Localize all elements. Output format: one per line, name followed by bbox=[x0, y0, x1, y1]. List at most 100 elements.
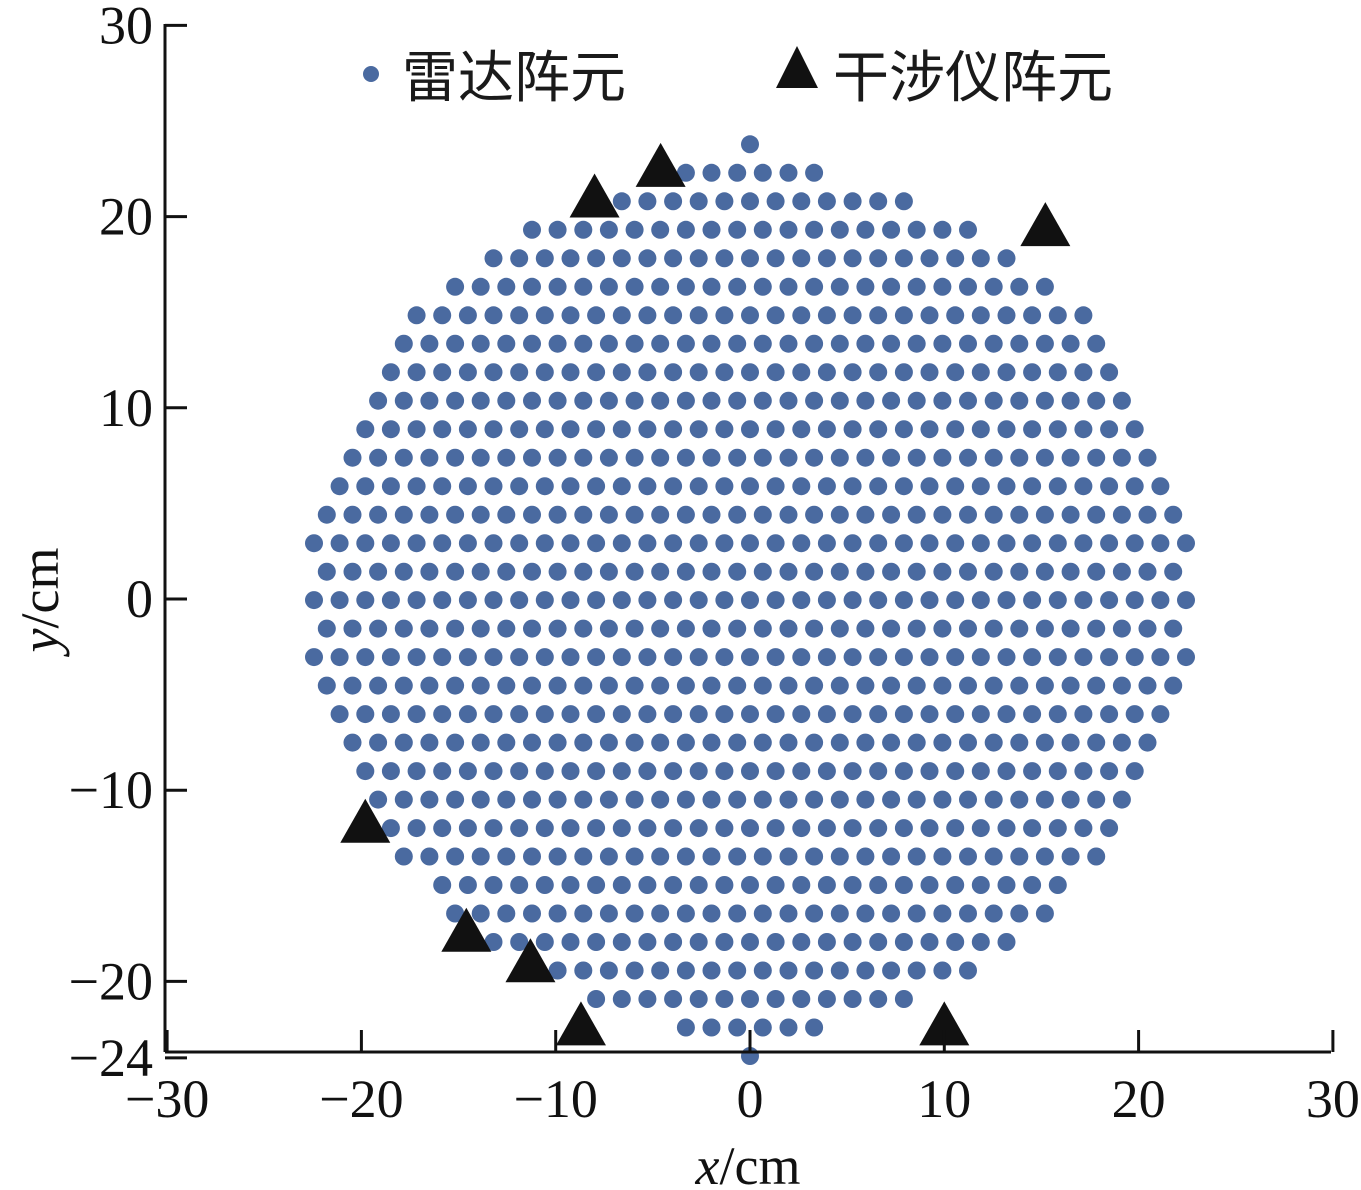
radar-element-point bbox=[458, 591, 477, 610]
radar-element-point bbox=[548, 904, 567, 923]
radar-element-point bbox=[817, 306, 836, 325]
radar-element-point bbox=[984, 505, 1003, 524]
radar-element-point bbox=[856, 334, 875, 353]
radar-element-point bbox=[1010, 334, 1029, 353]
radar-element-point bbox=[1177, 534, 1195, 553]
radar-element-point bbox=[484, 306, 503, 325]
radar-element-point bbox=[728, 391, 747, 410]
radar-element-point bbox=[1112, 676, 1131, 695]
radar-element-point bbox=[664, 534, 683, 553]
radar-element-point bbox=[715, 192, 734, 211]
radar-element-point bbox=[1125, 477, 1144, 496]
radar-element-point bbox=[638, 762, 657, 781]
radar-element-point bbox=[753, 277, 772, 296]
radar-element-point bbox=[894, 477, 913, 496]
radar-element-point bbox=[317, 505, 336, 524]
radar-element-point bbox=[587, 477, 606, 496]
radar-element-point bbox=[561, 933, 580, 951]
radar-element-point bbox=[574, 619, 593, 638]
radar-element-point bbox=[612, 819, 631, 838]
radar-element-point bbox=[369, 562, 388, 581]
radar-element-point bbox=[599, 505, 618, 524]
radar-element-point bbox=[612, 990, 631, 1008]
y-tick-label: −20 bbox=[69, 951, 153, 1011]
radar-element-point bbox=[830, 448, 849, 467]
radar-element-point bbox=[548, 790, 567, 809]
radar-element-point bbox=[599, 277, 618, 296]
radar-element-point bbox=[612, 534, 631, 553]
radar-element-point bbox=[817, 420, 836, 439]
radar-element-point bbox=[471, 505, 490, 524]
y-tick-label: 30 bbox=[99, 0, 153, 55]
radar-element-point bbox=[728, 220, 747, 239]
radar-element-point bbox=[805, 505, 824, 524]
radar-element-point bbox=[484, 648, 503, 667]
radar-element-point bbox=[664, 420, 683, 439]
y-tick-label: 0 bbox=[126, 569, 153, 629]
radar-element-point bbox=[1074, 363, 1093, 382]
radar-element-point bbox=[1112, 619, 1131, 638]
radar-element-point bbox=[1087, 391, 1106, 410]
radar-element-point bbox=[805, 448, 824, 467]
radar-element-point bbox=[1112, 505, 1131, 524]
radar-element-point bbox=[446, 277, 465, 296]
radar-element-point bbox=[574, 334, 593, 353]
radar-element-point bbox=[1061, 790, 1080, 809]
radar-element-point bbox=[330, 534, 349, 553]
radar-element-point bbox=[638, 249, 657, 268]
radar-element-point bbox=[394, 448, 413, 467]
radar-element-point bbox=[1035, 733, 1054, 752]
radar-element-point bbox=[805, 562, 824, 581]
radar-element-point bbox=[561, 420, 580, 439]
radar-element-point bbox=[574, 904, 593, 923]
radar-element-point bbox=[638, 990, 657, 1008]
radar-element-point bbox=[766, 420, 785, 439]
radar-element-point bbox=[664, 876, 683, 894]
radar-element-point bbox=[702, 619, 721, 638]
radar-element-point bbox=[689, 192, 708, 211]
radar-element-point bbox=[587, 762, 606, 781]
radar-element-point bbox=[1048, 363, 1067, 382]
radar-element-point bbox=[1023, 819, 1042, 838]
radar-element-point bbox=[599, 562, 618, 581]
radar-element-point bbox=[715, 420, 734, 439]
radar-element-point bbox=[625, 391, 644, 410]
radar-element-point bbox=[676, 391, 695, 410]
radar-element-point bbox=[894, 876, 913, 894]
radar-element-point bbox=[805, 790, 824, 809]
radar-element-point bbox=[420, 391, 439, 410]
radar-element-point bbox=[766, 192, 785, 211]
y-ticks: −24 −20 −10 0 10 20 30 bbox=[69, 0, 187, 1088]
radar-element-point bbox=[1100, 648, 1119, 667]
radar-element-point bbox=[484, 705, 503, 724]
radar-element-point bbox=[920, 648, 939, 667]
radar-element-point bbox=[1151, 477, 1170, 496]
legend-interferometer-marker bbox=[776, 46, 818, 88]
radar-element-point bbox=[1177, 591, 1195, 610]
radar-element-point bbox=[779, 733, 798, 752]
radar-element-point bbox=[651, 448, 670, 467]
radar-element-point bbox=[946, 534, 965, 553]
radar-element-point bbox=[933, 277, 952, 296]
radar-element-point bbox=[1023, 420, 1042, 439]
radar-element-point bbox=[625, 562, 644, 581]
radar-element-point bbox=[997, 591, 1016, 610]
radar-element-point bbox=[997, 819, 1016, 838]
radar-element-point bbox=[920, 306, 939, 325]
radar-element-point bbox=[664, 306, 683, 325]
radar-element-point bbox=[907, 448, 926, 467]
radar-element-point bbox=[548, 277, 567, 296]
radar-element-point bbox=[433, 705, 452, 724]
radar-element-point bbox=[971, 306, 990, 325]
radar-element-point bbox=[766, 306, 785, 325]
radar-element-point bbox=[343, 619, 362, 638]
radar-element-point bbox=[651, 220, 670, 239]
radar-element-point bbox=[381, 819, 400, 838]
radar-element-point bbox=[856, 505, 875, 524]
radar-element-point bbox=[420, 676, 439, 695]
radar-element-point bbox=[959, 904, 977, 923]
radar-element-point bbox=[728, 676, 747, 695]
radar-element-point bbox=[587, 591, 606, 610]
radar-element-point bbox=[817, 534, 836, 553]
radar-element-point bbox=[959, 505, 977, 524]
